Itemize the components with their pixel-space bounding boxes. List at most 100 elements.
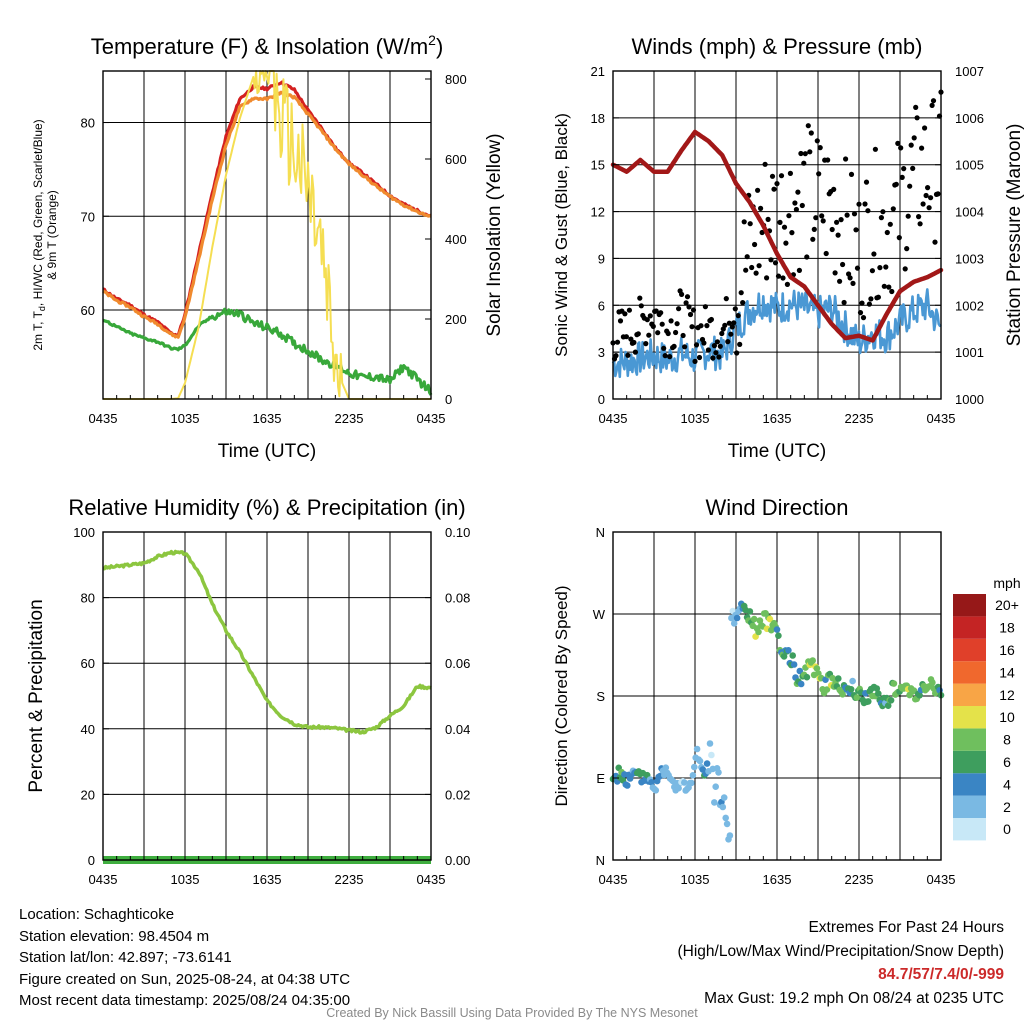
gust-point — [908, 142, 914, 148]
gust-point — [764, 275, 770, 281]
chart-winds: 0435 1035 1635 2235 0435 0 3 6 9 12 15 18 21 1000 1001… — [552, 34, 1024, 462]
y-tick-label-left: 12 — [591, 205, 605, 220]
gust-point — [722, 322, 728, 328]
direction-point — [773, 626, 781, 633]
gust-point — [713, 350, 719, 356]
gust-point — [857, 310, 864, 316]
gust-point — [911, 135, 917, 141]
gust-point — [837, 278, 843, 284]
y-tick-label-right: 1006 — [955, 111, 984, 126]
gust-point — [747, 221, 753, 227]
series-t9m — [102, 90, 432, 339]
y-tick-label-left: 3 — [598, 345, 605, 360]
gust-point — [771, 186, 777, 192]
x-tick-label: 0435 — [89, 872, 118, 887]
gust-point — [875, 294, 882, 300]
direction-point — [884, 702, 892, 709]
gust-point — [711, 343, 718, 349]
gust-point — [777, 219, 783, 225]
y-label-subscript: d — [37, 306, 47, 311]
gust-point — [646, 332, 652, 338]
gust-point — [723, 296, 729, 302]
gust-point — [705, 347, 712, 353]
gust-point — [734, 350, 740, 356]
gust-point — [811, 226, 817, 232]
direction-point — [809, 657, 816, 664]
direction-point — [755, 628, 762, 636]
direction-point — [722, 814, 729, 822]
gust-point — [626, 307, 633, 313]
y-tick-label-right: 1003 — [955, 251, 984, 266]
gust-point — [753, 270, 759, 276]
gust-point — [905, 213, 911, 219]
series-pressure — [610, 129, 944, 343]
y-tick-label-left: 100 — [73, 525, 95, 540]
gust-point — [928, 195, 934, 201]
gust-point — [683, 300, 689, 306]
series-rh — [102, 549, 432, 735]
y-tick-label-left: 6 — [598, 298, 605, 313]
y-axis-label-left: 2m T, Td, HI/WC (Red, Green, Scarlet/Blu… — [31, 119, 47, 350]
gust-point — [684, 294, 691, 300]
gust-point — [862, 201, 868, 207]
direction-point — [733, 614, 741, 622]
y-label-part: 2m T, T — [31, 310, 45, 350]
gust-point — [920, 201, 926, 207]
legend-label: 18 — [999, 620, 1015, 636]
gust-point — [698, 323, 704, 329]
y-axis-label-left-line2: & 9m T (Orange) — [45, 190, 59, 280]
x-tick-label: 1035 — [681, 872, 710, 887]
legend-label: 20+ — [995, 597, 1019, 613]
gust-point — [929, 102, 935, 108]
y-tick-label-left: E — [596, 771, 605, 786]
gust-point — [780, 275, 786, 281]
direction-point — [726, 832, 734, 839]
y-tick-label-right: 1007 — [955, 64, 984, 79]
y-tick-label-left: 60 — [81, 303, 95, 318]
legend-swatch — [953, 638, 986, 662]
gust-point — [890, 206, 896, 212]
gust-point — [758, 205, 764, 211]
recent-data-timestamp: Most recent data timestamp: 2025/08/24 0… — [19, 992, 351, 1009]
station-location: Location: Schaghticoke — [19, 906, 175, 923]
gust-point — [719, 330, 725, 337]
chart-title: Winds (mph) & Pressure (mb) — [632, 34, 923, 59]
gust-point — [914, 115, 920, 121]
direction-point — [780, 653, 788, 660]
gust-point — [650, 323, 656, 329]
gust-point — [848, 171, 855, 177]
gust-point — [919, 145, 925, 151]
gust-point — [902, 266, 908, 272]
gust-point — [655, 330, 661, 336]
legend-label: 16 — [999, 642, 1015, 658]
legend-swatch — [953, 728, 986, 751]
y-tick-label-left: N — [596, 853, 605, 868]
x-tick-label: 0435 — [417, 872, 446, 887]
gust-point — [835, 232, 841, 238]
gust-point — [717, 343, 723, 349]
gust-point — [853, 227, 859, 233]
legend-label: 10 — [999, 709, 1015, 725]
x-axis-label: Time (UTC) — [728, 441, 827, 462]
gust-point — [647, 313, 653, 319]
station-latlon: Station lat/lon: 42.897; -73.6141 — [19, 949, 232, 966]
gust-point — [676, 306, 682, 312]
gust-point — [692, 358, 698, 364]
gust-point — [866, 301, 873, 307]
gust-point — [759, 229, 765, 236]
gust-point — [825, 157, 831, 163]
gust-point — [704, 323, 710, 329]
gust-point — [631, 339, 637, 346]
legend-swatch — [953, 773, 986, 796]
gust-point — [653, 308, 659, 314]
direction-point — [652, 787, 660, 794]
gust-point — [887, 221, 893, 227]
gust-point — [725, 339, 731, 345]
gust-point — [768, 257, 774, 263]
y-tick-label-right: 0.10 — [445, 525, 470, 540]
direction-point — [689, 772, 697, 779]
gust-point — [926, 205, 932, 211]
direction-point — [720, 794, 728, 801]
gust-point — [738, 290, 744, 296]
gust-point — [668, 318, 674, 324]
